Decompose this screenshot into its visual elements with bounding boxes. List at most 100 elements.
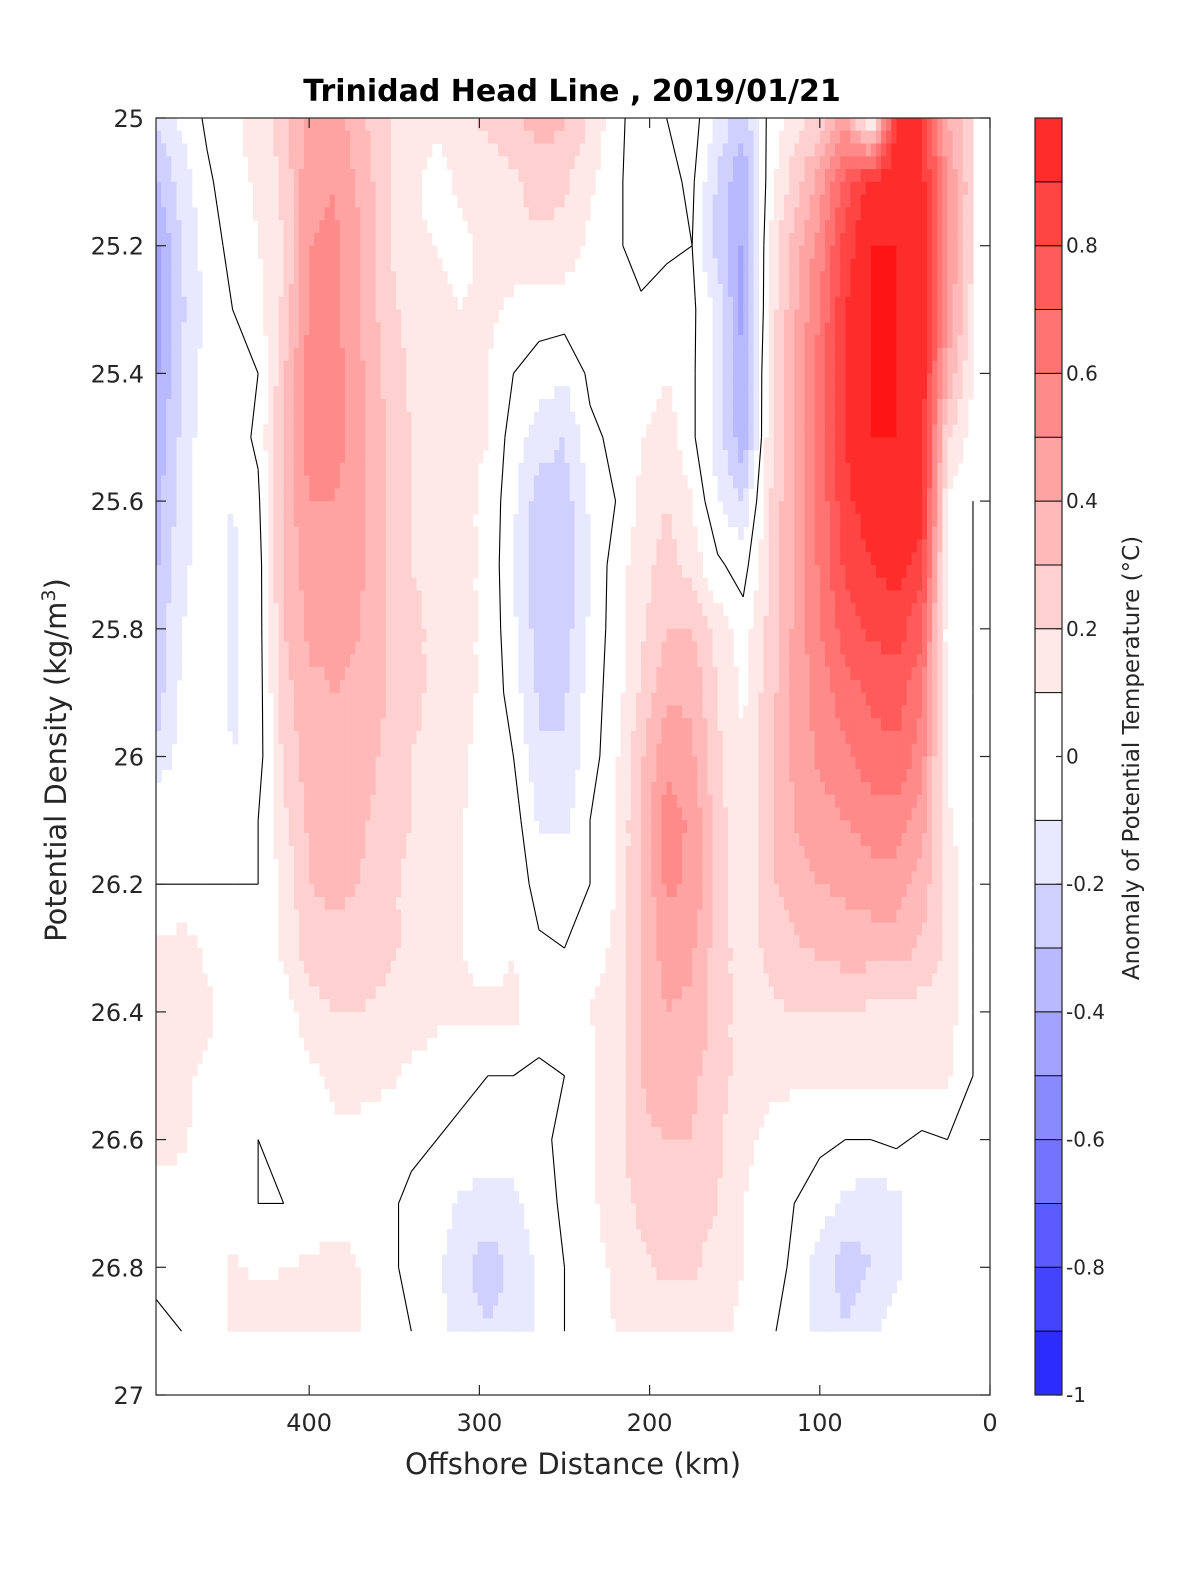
heatmap-cell xyxy=(697,667,703,681)
heatmap-cell xyxy=(835,258,841,272)
heatmap-cell xyxy=(472,488,479,502)
heatmap-cell xyxy=(390,156,397,170)
heatmap-cell xyxy=(845,360,852,374)
heatmap-cell xyxy=(395,654,402,668)
heatmap-cell xyxy=(365,232,372,247)
heatmap-cell xyxy=(426,284,433,298)
heatmap-cell xyxy=(431,475,438,489)
heatmap-cell xyxy=(334,616,341,630)
heatmap-cell xyxy=(452,360,458,374)
heatmap-cell xyxy=(727,424,734,438)
heatmap-cell xyxy=(355,437,361,451)
heatmap-cell xyxy=(416,424,423,438)
heatmap-cell xyxy=(732,373,739,387)
heatmap-cell xyxy=(942,284,949,298)
heatmap-cell xyxy=(186,450,193,464)
heatmap-cell xyxy=(360,143,366,157)
heatmap-cell xyxy=(370,130,377,145)
heatmap-cell xyxy=(401,437,407,451)
heatmap-cell xyxy=(549,590,555,604)
heatmap-cell xyxy=(176,667,183,681)
heatmap-cell xyxy=(355,347,361,362)
heatmap-cell xyxy=(283,462,290,477)
heatmap-cell xyxy=(498,130,504,145)
heatmap-cell xyxy=(942,386,949,400)
heatmap-cell xyxy=(952,322,959,336)
heatmap-cell xyxy=(850,488,857,502)
heatmap-cell xyxy=(503,232,509,247)
heatmap-cell xyxy=(314,437,320,451)
heatmap-cell xyxy=(472,667,479,681)
heatmap-cell xyxy=(738,322,744,336)
heatmap-cell xyxy=(896,641,903,655)
heatmap-cell xyxy=(406,360,412,374)
heatmap-cell xyxy=(385,411,392,426)
heatmap-cell xyxy=(273,347,280,362)
heatmap-cell xyxy=(370,513,377,528)
heatmap-cell xyxy=(385,398,392,413)
heatmap-cell xyxy=(967,309,974,323)
heatmap-cell xyxy=(411,245,418,260)
heatmap-cell xyxy=(574,590,581,604)
heatmap-cell xyxy=(942,450,949,464)
heatmap-cell xyxy=(421,501,428,515)
heatmap-cell xyxy=(564,628,571,643)
heatmap-cell xyxy=(171,475,178,489)
heatmap-cell xyxy=(426,118,433,132)
heatmap-cell xyxy=(431,360,438,374)
heatmap-cell xyxy=(156,386,162,400)
heatmap-cell xyxy=(921,232,928,247)
heatmap-cell xyxy=(809,194,816,208)
heatmap-cell xyxy=(927,411,933,426)
heatmap-cell xyxy=(268,309,275,323)
heatmap-cell xyxy=(161,232,167,247)
heatmap-cell xyxy=(865,641,872,655)
heatmap-cell xyxy=(447,347,453,362)
heatmap-cell xyxy=(845,156,852,170)
heatmap-cell xyxy=(247,156,254,170)
heatmap-cell xyxy=(360,564,366,579)
heatmap-cell xyxy=(329,181,336,196)
heatmap-cell xyxy=(186,232,193,247)
heatmap-cell xyxy=(283,513,290,528)
heatmap-cell xyxy=(896,347,903,362)
heatmap-cell xyxy=(717,258,724,272)
heatmap-cell xyxy=(416,360,423,374)
heatmap-cell xyxy=(564,564,571,579)
heatmap-cell xyxy=(493,296,499,311)
heatmap-cell xyxy=(845,577,852,592)
heatmap-cell xyxy=(186,296,193,311)
heatmap-cell xyxy=(830,130,836,145)
heatmap-cell xyxy=(421,616,428,630)
heatmap-cell xyxy=(355,220,361,234)
heatmap-cell xyxy=(901,386,908,400)
heatmap-cell xyxy=(401,450,407,464)
heatmap-cell xyxy=(447,564,453,579)
heatmap-cell xyxy=(278,411,285,426)
heatmap-cell xyxy=(436,603,443,617)
heatmap-cell xyxy=(717,450,724,464)
heatmap-cell xyxy=(472,628,479,643)
heatmap-cell xyxy=(814,437,821,451)
heatmap-cell xyxy=(850,603,857,617)
heatmap-cell xyxy=(196,271,203,285)
heatmap-cell xyxy=(819,322,826,336)
heatmap-cell xyxy=(273,450,280,464)
heatmap-cell xyxy=(385,335,392,349)
heatmap-cell xyxy=(911,258,918,272)
heatmap-cell xyxy=(355,513,361,528)
heatmap-cell xyxy=(579,488,586,502)
heatmap-cell xyxy=(380,552,387,566)
heatmap-cell xyxy=(268,577,275,592)
heatmap-cell xyxy=(743,462,749,477)
heatmap-cell xyxy=(426,437,433,451)
heatmap-cell xyxy=(324,296,331,311)
heatmap-cell xyxy=(360,475,366,489)
heatmap-cell xyxy=(824,258,831,272)
heatmap-cell xyxy=(549,616,555,630)
heatmap-cell xyxy=(513,258,520,272)
heatmap-cell xyxy=(630,616,637,630)
heatmap-cell xyxy=(875,181,882,196)
heatmap-cell xyxy=(671,513,678,528)
heatmap-cell xyxy=(457,322,463,336)
